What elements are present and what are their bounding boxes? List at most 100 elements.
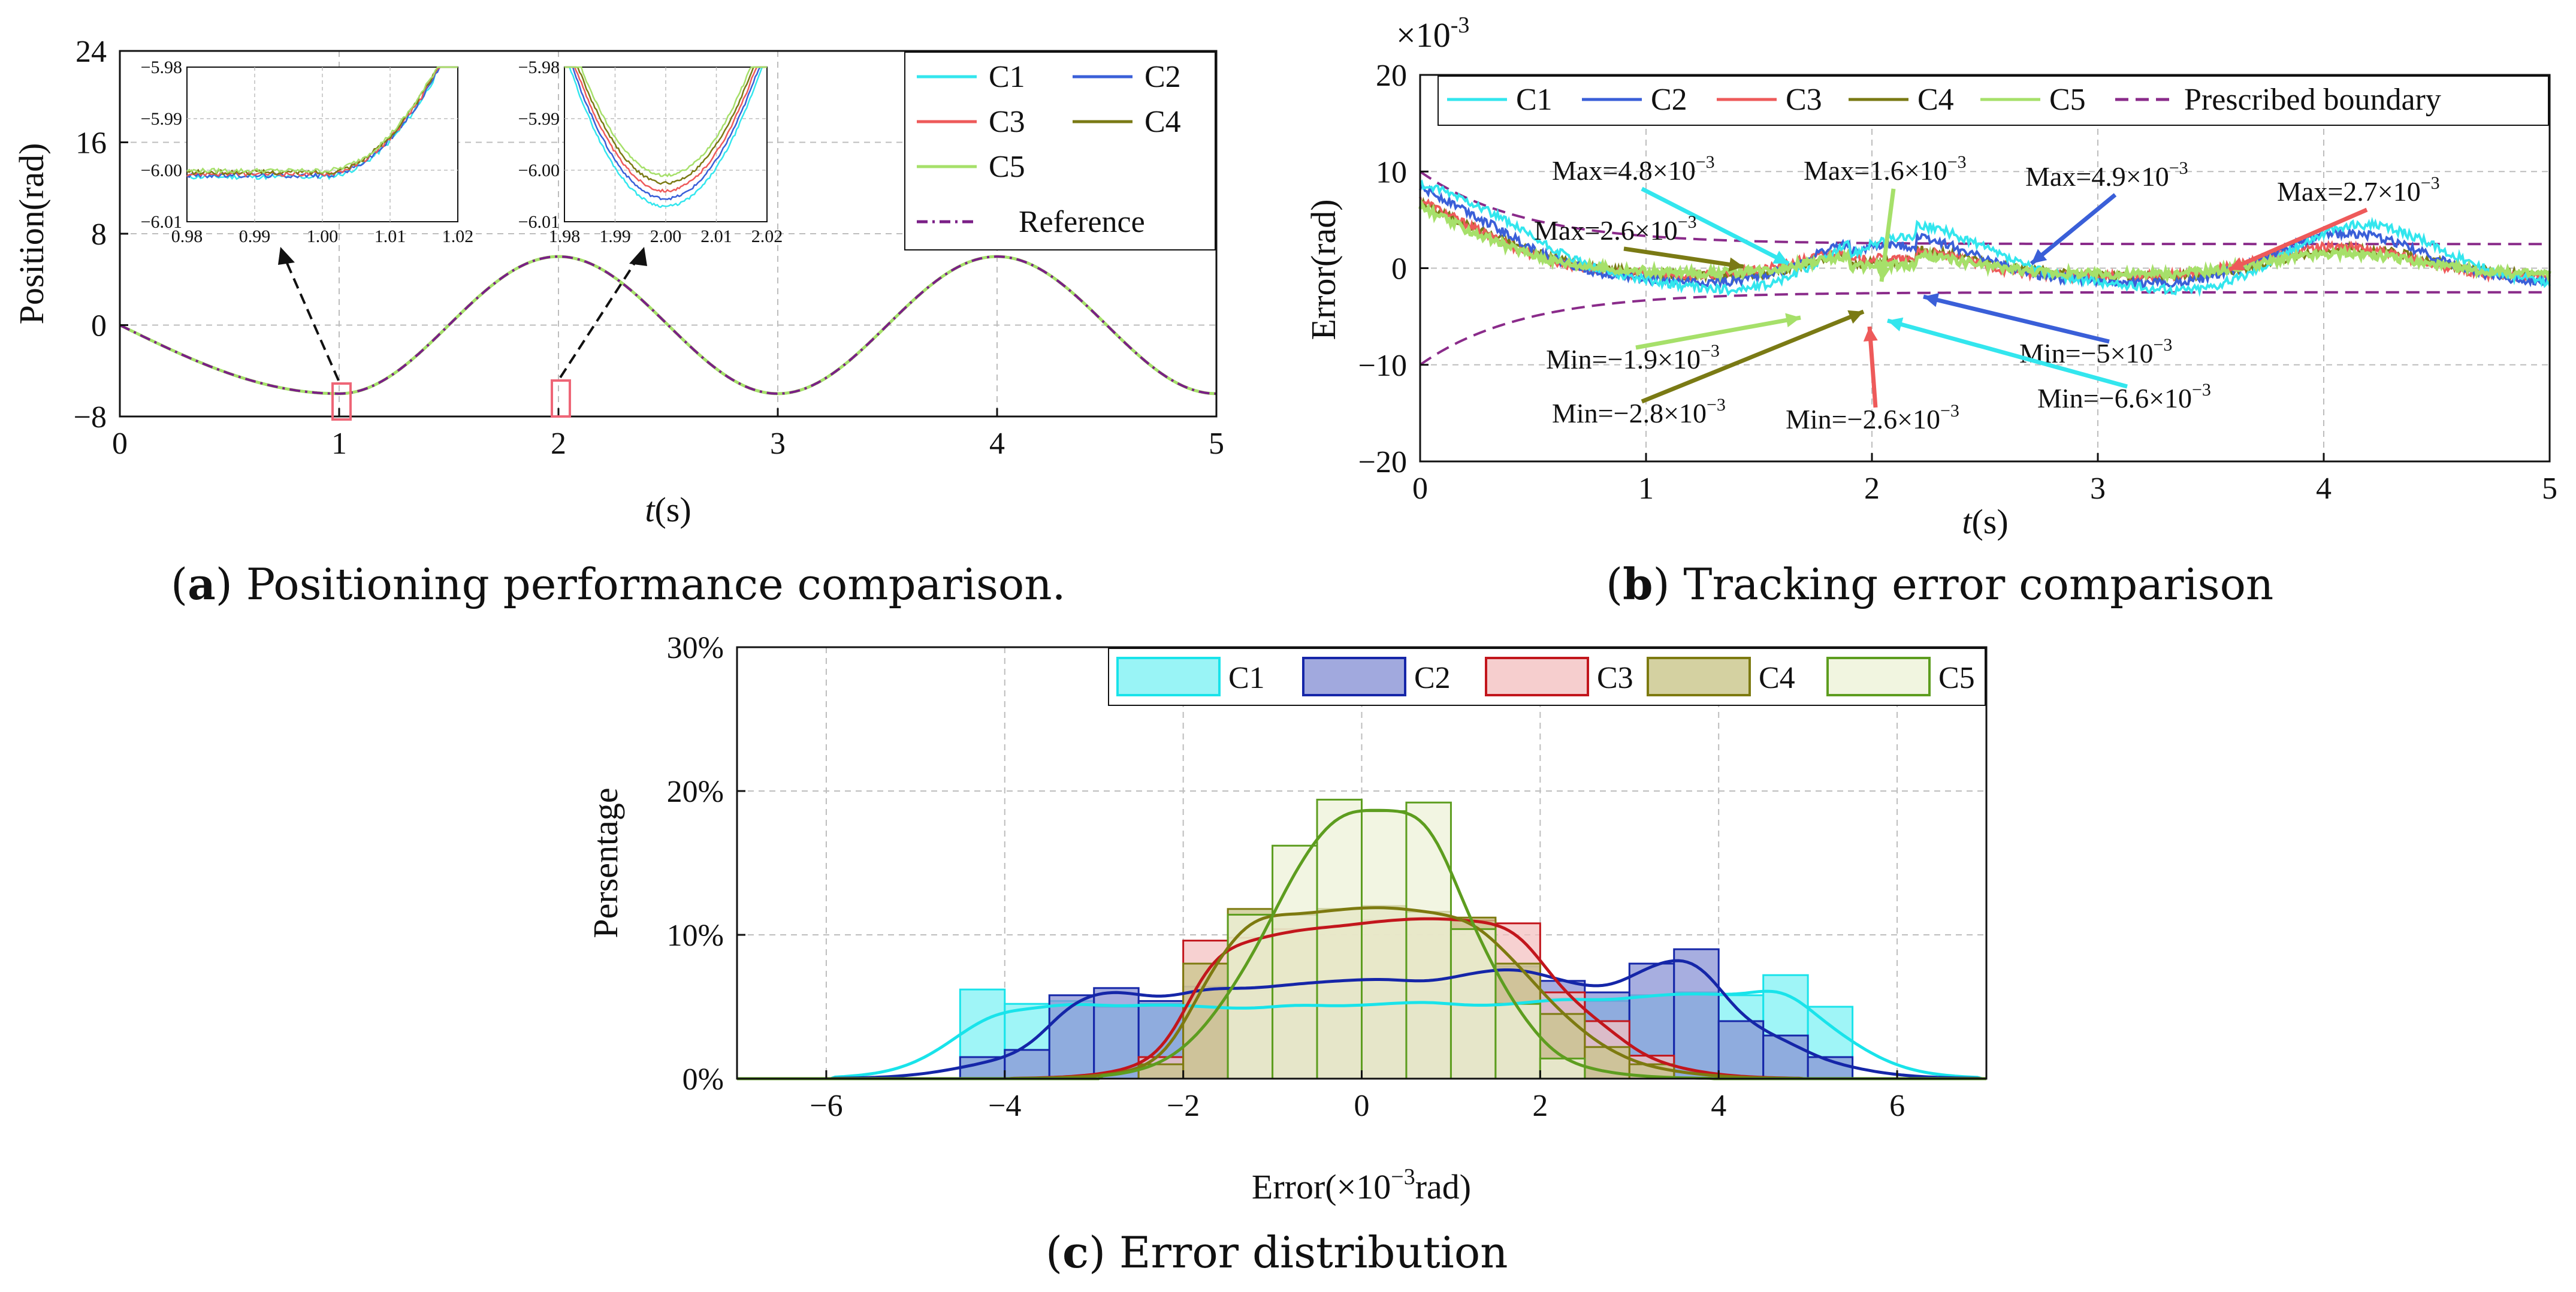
legend-label: C2 [1144, 60, 1181, 94]
annotation-exponent: −3 [1707, 395, 1726, 415]
inset-line-C1 [564, 66, 767, 209]
inset-y-tick-label: −5.98 [518, 58, 560, 77]
annotation-arrowhead [1847, 310, 1864, 324]
bar-C5 [1539, 1057, 1586, 1080]
x-tick-label: 2 [1532, 1089, 1548, 1123]
annotation-label: Min=−2.6×10−3 [1786, 401, 1959, 434]
density-curve-C2 [737, 959, 1986, 1080]
inset-y-tick-label: −5.99 [518, 109, 560, 129]
legend-label: C3 [1597, 661, 1633, 695]
bar-C5 [1316, 798, 1363, 1080]
inset-y-tick-label: −6.01 [141, 212, 182, 232]
bar-C5 [1494, 1003, 1541, 1080]
annotation-arrow [1641, 186, 1790, 266]
inset-y-tick-label: −6.00 [518, 161, 560, 180]
y-tick-label: 0% [682, 1062, 724, 1097]
y-tick-label: 10 [1376, 155, 1407, 189]
legend-label: C3 [1786, 83, 1822, 117]
bar-C2 [1093, 987, 1140, 1080]
x-tick-label: 2 [1864, 472, 1880, 506]
inset-y-tick-label: −6.00 [141, 161, 182, 180]
annotation-exponent: −3 [1940, 401, 1959, 421]
annotation-text: Min=−6.6×10 [2037, 383, 2192, 413]
x-tick-label: −4 [988, 1089, 1021, 1123]
annotation-label: Max=2.6×10−3 [1534, 212, 1697, 246]
bar-C5 [1272, 844, 1318, 1080]
y-tick-label: 0 [91, 309, 107, 343]
x-tick-label: 5 [2542, 472, 2557, 506]
panel-b-series-lines [1418, 170, 2551, 366]
legend-label: C4 [1917, 83, 1954, 117]
inset-x-tick-label: 0.99 [239, 227, 271, 246]
panel-c-y-ticks: 0% 10% 20% 30% [667, 631, 745, 1097]
x-tick-label: 3 [770, 427, 786, 461]
inset-line-C5 [564, 66, 767, 177]
y-tick-label: 0 [1391, 252, 1407, 286]
panel-b-x-axis-label: t(s) [1962, 502, 2008, 541]
annotation-arrow [1635, 315, 1801, 350]
line-C1 [1419, 179, 2551, 297]
annotation-exponent: −3 [1701, 341, 1720, 361]
annotation-text: Max=2.6×10 [1534, 215, 1678, 246]
panel-a-y-axis-label: Position(rad) [12, 143, 51, 325]
y-tick-label: 10% [667, 919, 724, 953]
annotation-exponent: −3 [1696, 152, 1715, 172]
panel-b-scale-label: ×10-3 [1396, 13, 1469, 55]
panel-b-y-axis-label: Error(rad) [1304, 199, 1343, 340]
inset-y-tick-label: −6.01 [518, 212, 560, 232]
legend-box [904, 52, 1216, 250]
annotation-exponent: −3 [1678, 212, 1697, 232]
inset-x-tick-label: 2.02 [751, 227, 783, 246]
annotation-arrow [1923, 294, 2110, 344]
annotation-arrowhead [1876, 266, 1891, 282]
panel-a-series-lines [119, 255, 1216, 396]
legend-label: C3 [989, 105, 1025, 139]
panel-a-zoom-arrow-1 [283, 257, 340, 381]
panel-a-zoom-box-2 [551, 379, 571, 418]
annotation-arrow [1641, 309, 1865, 404]
annotation-arrowhead [1863, 327, 1878, 342]
bar-C5 [1361, 810, 1408, 1080]
legend-swatch-C1 [1116, 657, 1221, 696]
annotation-label: Min=−1.9×10−3 [1546, 341, 1720, 375]
panel-b-x-ticks: 0 1 2 3 4 5 [1412, 453, 2557, 506]
legend-label: C2 [1414, 661, 1451, 695]
annotation-exponent: −3 [2154, 335, 2173, 355]
legend-swatch-C5 [1826, 657, 1931, 696]
x-tick-label: 0 [112, 427, 128, 461]
legend-swatch-C2 [1302, 657, 1406, 696]
legend-label: C2 [1651, 83, 1687, 117]
x-tick-label: 0 [1412, 472, 1428, 506]
annotation-arrow [2228, 207, 2368, 272]
caption-a: (a) Positioning performance comparison. [171, 559, 1066, 609]
panel-a-x-axis-label: t(s) [645, 490, 691, 529]
inset-y-tick-label: −5.98 [141, 58, 182, 77]
inset-x-tick-label: 2.00 [650, 227, 682, 246]
x-tick-label: −6 [810, 1089, 842, 1123]
panel-b-legend: C1 C2 C3 C4 C5 Prescribed boundary [1438, 76, 2549, 126]
bar-C2 [959, 1056, 1006, 1080]
annotation-arrowhead [1785, 313, 1801, 328]
boundary-lower [1419, 291, 2550, 366]
annotation-exponent: −3 [2421, 173, 2440, 193]
inset-x-tick-label: 1.00 [307, 227, 339, 246]
legend-swatch-C3 [1485, 657, 1589, 696]
inset-line-C4 [564, 66, 767, 185]
legend-label: Prescribed boundary [2184, 83, 2441, 117]
legend-label: C5 [989, 150, 1025, 184]
panel-a-zoom-arrowhead-1 [278, 247, 295, 265]
panel-b-chart: 0 1 2 3 4 5 −20 −10 0 10 20 Error(rad) t(s) ×10-3… [1304, 13, 2557, 609]
panel-c-chart: −6 −4 −2 0 2 4 6 0% 10% 20% 30% Persentage Error(… [586, 631, 1988, 1278]
line-C5 [119, 255, 1216, 396]
panel-a-zoom-arrowhead-2 [629, 247, 647, 266]
annotation-label: Max=1.6×10−3 [1804, 152, 1967, 186]
annotation-label: Max=4.8×10−3 [1552, 152, 1715, 186]
panel-c-y-axis-label: Persentage [586, 787, 625, 938]
legend-label: C1 [1516, 83, 1553, 117]
y-tick-label: −20 [1358, 445, 1407, 479]
x-tick-label: 5 [1209, 427, 1224, 461]
inset-x-tick-label: 0.98 [171, 227, 203, 246]
density-curve-C1 [737, 989, 1986, 1080]
caption-b: (b) Tracking error comparison [1606, 559, 2273, 609]
